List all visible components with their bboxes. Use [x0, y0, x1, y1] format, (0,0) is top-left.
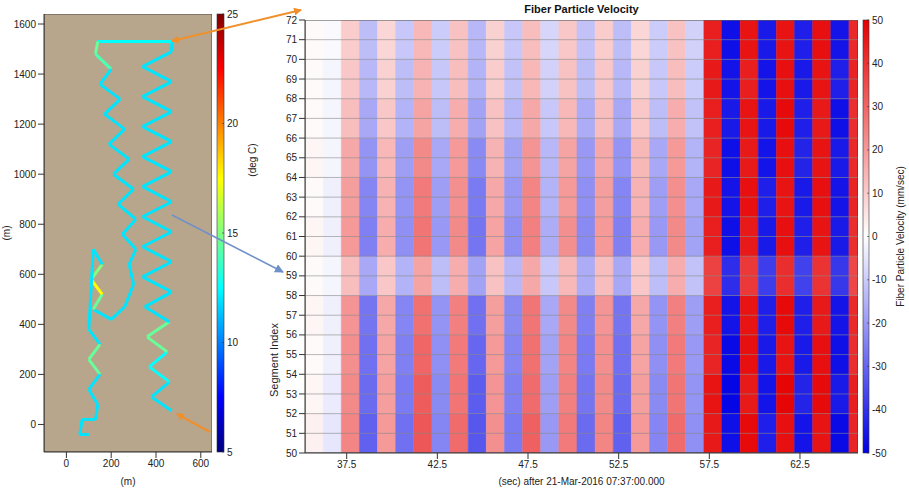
- svg-text:0: 0: [30, 419, 36, 430]
- svg-text:66: 66: [286, 133, 298, 144]
- svg-text:25: 25: [227, 9, 239, 20]
- svg-text:52.5: 52.5: [609, 459, 629, 470]
- svg-text:Fiber Particle Velocity (mm/se: Fiber Particle Velocity (mm/sec): [895, 166, 906, 307]
- svg-text:61: 61: [286, 231, 298, 242]
- svg-text:-30: -30: [872, 361, 887, 372]
- svg-text:69: 69: [286, 74, 298, 85]
- svg-text:600: 600: [192, 458, 209, 469]
- svg-text:-10: -10: [872, 274, 887, 285]
- svg-text:40: 40: [872, 58, 884, 69]
- svg-text:65: 65: [286, 152, 298, 163]
- svg-text:Fiber Particle Velocity: Fiber Particle Velocity: [524, 3, 639, 15]
- svg-text:68: 68: [286, 93, 298, 104]
- svg-text:20: 20: [872, 144, 884, 155]
- svg-text:59: 59: [286, 270, 298, 281]
- svg-text:0: 0: [64, 458, 70, 469]
- svg-text:37.5: 37.5: [337, 459, 357, 470]
- svg-text:0: 0: [872, 231, 878, 242]
- svg-text:53: 53: [286, 389, 298, 400]
- svg-text:52: 52: [286, 408, 298, 419]
- svg-text:200: 200: [103, 458, 120, 469]
- svg-text:57: 57: [286, 310, 298, 321]
- svg-text:1000: 1000: [14, 169, 37, 180]
- svg-text:56: 56: [286, 329, 298, 340]
- svg-text:(m): (m): [121, 476, 136, 487]
- svg-text:-40: -40: [872, 404, 887, 415]
- svg-text:20: 20: [227, 118, 239, 129]
- svg-text:30: 30: [872, 101, 884, 112]
- svg-text:70: 70: [286, 54, 298, 65]
- svg-text:55: 55: [286, 349, 298, 360]
- svg-text:Segment Index: Segment Index: [268, 323, 280, 397]
- svg-text:15: 15: [227, 228, 239, 239]
- svg-text:10: 10: [872, 188, 884, 199]
- svg-text:51: 51: [286, 428, 298, 439]
- svg-text:57.5: 57.5: [700, 459, 720, 470]
- svg-text:-50: -50: [872, 448, 887, 459]
- svg-text:50: 50: [286, 448, 298, 459]
- svg-text:400: 400: [148, 458, 165, 469]
- svg-text:60: 60: [286, 251, 298, 262]
- svg-text:10: 10: [227, 337, 239, 348]
- svg-text:(m): (m): [1, 226, 12, 241]
- svg-text:47.5: 47.5: [518, 459, 538, 470]
- svg-text:67: 67: [286, 113, 298, 124]
- svg-text:62: 62: [286, 211, 298, 222]
- svg-text:54: 54: [286, 369, 298, 380]
- svg-text:200: 200: [19, 369, 36, 380]
- svg-text:50: 50: [872, 15, 884, 26]
- svg-text:64: 64: [286, 172, 298, 183]
- svg-text:1600: 1600: [14, 19, 37, 30]
- svg-text:1400: 1400: [14, 69, 37, 80]
- svg-text:400: 400: [19, 319, 36, 330]
- svg-text:58: 58: [286, 290, 298, 301]
- svg-text:600: 600: [19, 269, 36, 280]
- svg-text:63: 63: [286, 192, 298, 203]
- svg-text:(deg C): (deg C): [247, 143, 258, 176]
- svg-text:-20: -20: [872, 318, 887, 329]
- svg-text:1200: 1200: [14, 119, 37, 130]
- svg-text:(sec) after 21-Mar-2016 07:37:: (sec) after 21-Mar-2016 07:37:00.000: [498, 476, 665, 487]
- svg-text:71: 71: [286, 34, 298, 45]
- svg-text:5: 5: [227, 447, 233, 458]
- svg-text:72: 72: [286, 15, 298, 26]
- svg-text:62.5: 62.5: [790, 459, 810, 470]
- svg-text:42.5: 42.5: [428, 459, 448, 470]
- svg-text:800: 800: [19, 219, 36, 230]
